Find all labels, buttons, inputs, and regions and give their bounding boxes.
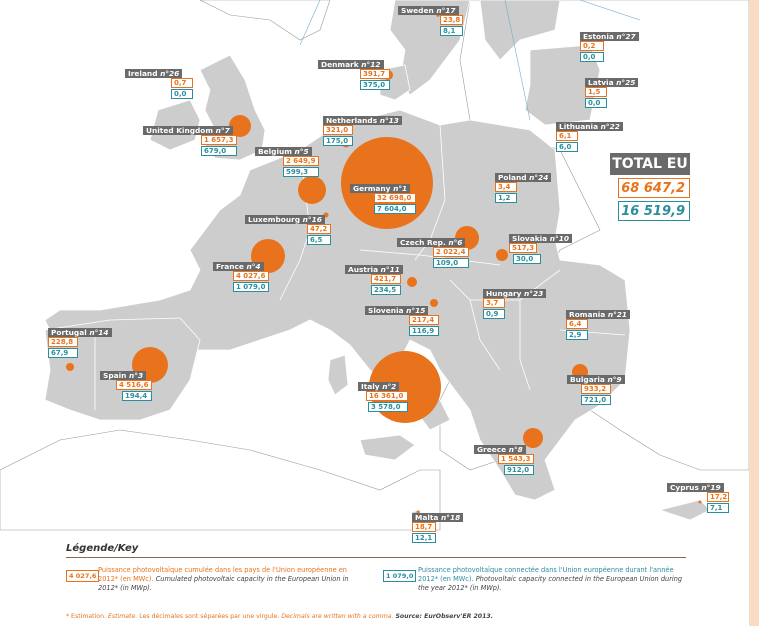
legend-sample-cumulated: 4 027,6 <box>66 570 100 582</box>
label-denmark: Denmark n°12 391,7 375,0 <box>318 60 390 90</box>
land-ireland <box>149 99 201 151</box>
land-iberia <box>44 317 201 421</box>
total-eu-cumulated: 68 647,2 <box>618 178 690 198</box>
bubble-slovenia <box>430 299 438 307</box>
legend-sample-connected: 1 079,0 <box>383 570 417 582</box>
label-italy: Italy n°2 16 361,0 3 578,0 <box>358 382 408 412</box>
label-malta: Malta n°18 18,7 12,1 <box>412 513 464 543</box>
label-sweden: Sweden n°17 23,8 8,1 <box>398 6 464 36</box>
legend-text-connected: Puissance photovoltaïque connectée dans … <box>418 566 683 592</box>
bubble-greece <box>523 428 543 448</box>
legend-text-cumulated: Puissance photovoltaïque cumulée dans le… <box>98 566 349 592</box>
label-czech-rep: Czech Rep. n°6 2 022,4 109,0 <box>397 238 469 268</box>
label-latvia: Latvia n°25 1,5 0,0 <box>585 78 639 108</box>
label-slovakia: Slovakia n°10 517,3 30,0 <box>509 234 573 264</box>
bubble-uk <box>229 115 251 137</box>
label-lithuania: Lithuania n°22 6,1 6,0 <box>556 122 623 152</box>
label-portugal: Portugal n°14 228,8 67,9 <box>48 328 112 358</box>
sea-lines <box>299 0 641 121</box>
label-estonia: Estonia n°27 0,2 0,0 <box>580 32 639 62</box>
bubble-portugal <box>66 363 74 371</box>
label-poland: Poland n°24 3,4 1,2 <box>495 173 552 203</box>
land-non-eu-north <box>199 0 331 41</box>
bubble-cyprus <box>698 500 702 504</box>
label-netherlands: Netherlands n°13 321,0 175,0 <box>323 116 402 146</box>
label-greece: Greece n°8 1 543,3 912,0 <box>474 445 534 475</box>
label-slovenia: Slovenia n°15 217,4 116,9 <box>365 306 439 336</box>
label-belgium: Belgium n°5 2 649,9 599,3 <box>255 147 319 177</box>
legend-divider <box>66 557 686 558</box>
label-france: France n°4 4 027,6 1 079,0 <box>213 262 269 292</box>
label-luxembourg: Luxembourg n°16 47,2 6,5 <box>245 215 331 245</box>
bubble-malta <box>416 510 420 514</box>
total-eu-title: TOTAL EU <box>610 153 690 175</box>
label-austria: Austria n°11 421,7 234,5 <box>345 265 403 295</box>
land-scandinavia <box>389 0 561 96</box>
page-edge-strip <box>749 0 759 626</box>
label-hungary: Hungary n°23 3,7 0,9 <box>483 289 547 319</box>
land-italy-islands <box>327 354 416 461</box>
label-united-kingdom: United Kingdom n°7 1 657,3 679,0 <box>143 126 237 156</box>
label-romania: Romania n°21 6,4 2,9 <box>566 310 631 340</box>
legend-title: Légende/Key <box>66 543 139 554</box>
label-spain: Spain n°3 4 516,6 194,4 <box>100 371 152 401</box>
label-germany: Germany n°1 32 698,0 7 604,0 <box>350 184 416 214</box>
label-ireland: Ireland n°26 0,7 0,0 <box>125 69 193 99</box>
label-cyprus: Cyprus n°19 17,2 7,1 <box>667 483 729 513</box>
bubble-austria <box>407 277 417 287</box>
land-non-eu-africa <box>0 429 441 531</box>
label-bulgaria: Bulgaria n°9 933,2 721,0 <box>567 375 625 405</box>
footnote: * Estimation. Estimate. Les décimales so… <box>66 613 494 620</box>
total-eu-connected: 16 519,9 <box>618 201 690 221</box>
bubble-germany <box>341 137 433 229</box>
bubble-belgium <box>298 176 326 204</box>
bubble-slovakia <box>496 249 508 261</box>
